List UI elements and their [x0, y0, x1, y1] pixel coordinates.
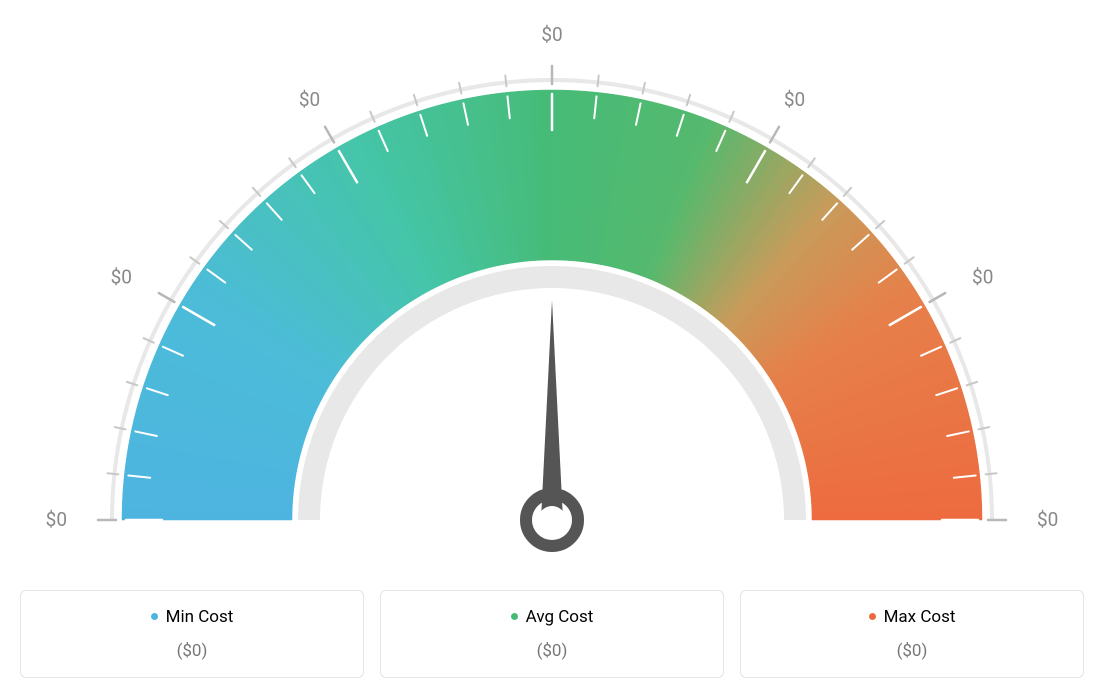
legend-label-avg: Avg Cost: [526, 607, 594, 627]
svg-text:$0: $0: [541, 23, 562, 46]
svg-text:$0: $0: [1037, 508, 1058, 531]
legend-label-min: Min Cost: [166, 607, 234, 627]
legend-dot-min: [151, 613, 158, 620]
svg-text:$0: $0: [972, 266, 993, 289]
legend-value-avg: ($0): [391, 641, 713, 661]
svg-text:$0: $0: [111, 266, 132, 289]
cost-gauge-widget: $0 $0 $0 $0 $0 $0 $0 Min Cost ($0) Avg Cost ($…: [20, 20, 1084, 678]
legend-card-avg: Avg Cost ($0): [380, 590, 724, 678]
legend-dot-avg: [511, 613, 518, 620]
legend-title-avg: Avg Cost: [511, 607, 594, 627]
gauge-svg: $0 $0 $0 $0 $0 $0 $0: [20, 20, 1084, 580]
legend-value-min: ($0): [31, 641, 353, 661]
svg-text:$0: $0: [299, 88, 320, 111]
legend-dot-max: [869, 613, 876, 620]
legend-value-max: ($0): [751, 641, 1073, 661]
legend-card-max: Max Cost ($0): [740, 590, 1084, 678]
svg-text:$0: $0: [46, 508, 67, 531]
legend-card-min: Min Cost ($0): [20, 590, 364, 678]
legend-row: Min Cost ($0) Avg Cost ($0) Max Cost ($0…: [20, 590, 1084, 678]
legend-title-max: Max Cost: [869, 607, 956, 627]
gauge-chart: $0 $0 $0 $0 $0 $0 $0: [20, 20, 1084, 580]
legend-label-max: Max Cost: [884, 607, 956, 627]
svg-text:$0: $0: [784, 88, 805, 111]
legend-title-min: Min Cost: [151, 607, 234, 627]
